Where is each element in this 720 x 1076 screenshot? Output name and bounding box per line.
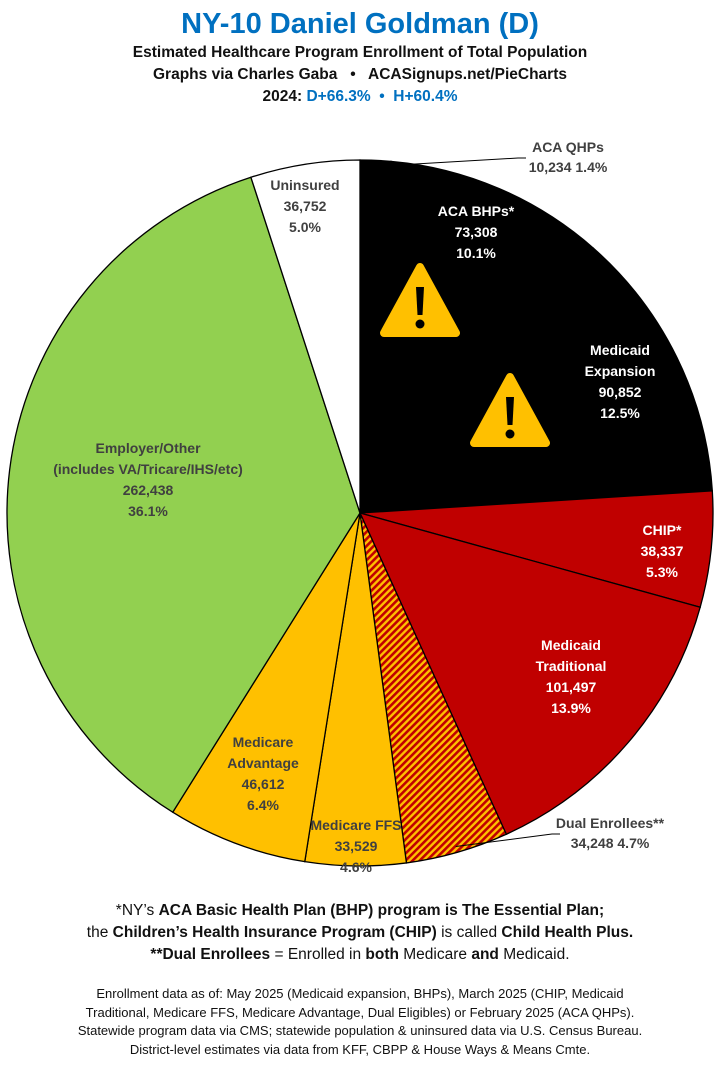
source-line: Traditional, Medicare FFS, Medicare Adva…: [85, 1004, 635, 1020]
leader-line: [375, 157, 526, 167]
slice-label: ACA BHPs*: [438, 203, 515, 219]
pie-slice: [250, 159, 361, 514]
slice-label: Traditional: [536, 658, 607, 674]
source-line: Statewide program data via CMS; statewid…: [77, 1023, 643, 1038]
slice-label: Medicare FFS: [310, 817, 401, 833]
note-bold: Child Health Plus.: [501, 924, 634, 941]
slice-label: Expansion: [585, 363, 656, 379]
note-bold: Children’s Health Insurance Program (CHI…: [112, 924, 437, 941]
slice-label: Medicare: [233, 734, 294, 750]
pie-slice: [359, 160, 595, 515]
slice-label: Dual Enrollees**: [556, 815, 665, 831]
slice-label: Uninsured: [270, 177, 339, 193]
slice-label: 4.6%: [340, 859, 372, 875]
slice-label: 36,752: [284, 198, 327, 214]
margins-value: D+66.3% • H+60.4%: [306, 88, 458, 105]
note-bold: **Dual Enrollees: [150, 946, 271, 963]
slice-label: 101,497: [546, 679, 597, 695]
footnotes: *NY’s ACA Basic Health Plan (BHP) progra…: [0, 900, 720, 966]
note-text: = Enrolled in: [270, 946, 366, 963]
pie-chart: ACA QHPs 10,234 1.4% ACA BHPs* 73,308 10.1% M…: [6, 140, 714, 875]
header: NY-10 Daniel Goldman (D) Estimated Healt…: [0, 6, 720, 108]
slice-label: 46,612: [242, 776, 285, 792]
slice-label: 73,308: [455, 224, 498, 240]
slice-label: 262,438: [123, 482, 174, 498]
year-label: 2024:: [262, 88, 307, 105]
slice-label: Medicaid: [541, 637, 601, 653]
chart-title: NY-10 Daniel Goldman (D): [181, 8, 539, 40]
pie-slice: [358, 247, 713, 514]
slice-label: Advantage: [227, 755, 299, 771]
slice-label: 5.0%: [289, 219, 321, 235]
slice-label: 5.3%: [646, 564, 678, 580]
note-bold: and: [471, 946, 499, 963]
slice-label: CHIP*: [643, 522, 682, 538]
slice-label: 34,248 4.7%: [571, 835, 650, 851]
source-line: Enrollment data as of: May 2025 (Medicai…: [96, 986, 624, 1001]
slice-label: 33,529: [335, 838, 378, 854]
source-line: District-level estimates via data from K…: [129, 1041, 591, 1057]
pie-slice: [358, 512, 701, 836]
slice-label: Employer/Other: [95, 440, 201, 456]
slice-label: (includes VA/Tricare/IHS/etc): [53, 461, 243, 477]
slice-label: 10.1%: [456, 245, 496, 261]
note-bold: ACA Basic Health Plan (BHP) program is T…: [158, 902, 605, 919]
slice-label: ACA QHPs: [532, 140, 604, 155]
note-text: Medicare: [398, 946, 472, 963]
warning-icon: [380, 263, 460, 337]
chart-subtitle: Estimated Healthcare Program Enrollment …: [132, 44, 588, 61]
note-text: the: [86, 924, 113, 941]
slice-label: 10,234 1.4%: [529, 159, 608, 175]
sources: Enrollment data as of: May 2025 (Medicai…: [0, 985, 720, 1059]
slice-label: 6.4%: [247, 797, 279, 813]
note-bold: both: [365, 946, 399, 963]
slice-label: 13.9%: [551, 700, 591, 716]
leader-line: [455, 833, 560, 848]
credit-line: Graphs via Charles Gaba • ACASignups.net…: [153, 66, 567, 83]
pie-slice: [171, 512, 361, 863]
slice-label: 36.1%: [128, 503, 168, 519]
election-margins: 2024: D+66.3% • H+60.4%: [0, 86, 720, 108]
note-text: *NY’s: [115, 902, 159, 919]
slice-label: Medicaid: [590, 342, 650, 358]
slice-label: 12.5%: [600, 405, 640, 421]
pie-slice: [6, 176, 361, 814]
slice-label: 38,337: [641, 543, 684, 559]
slice-label: 90,852: [599, 384, 642, 400]
note-text: is called: [436, 924, 502, 941]
note-text: Medicaid.: [498, 946, 570, 963]
warning-icon: [470, 373, 550, 447]
